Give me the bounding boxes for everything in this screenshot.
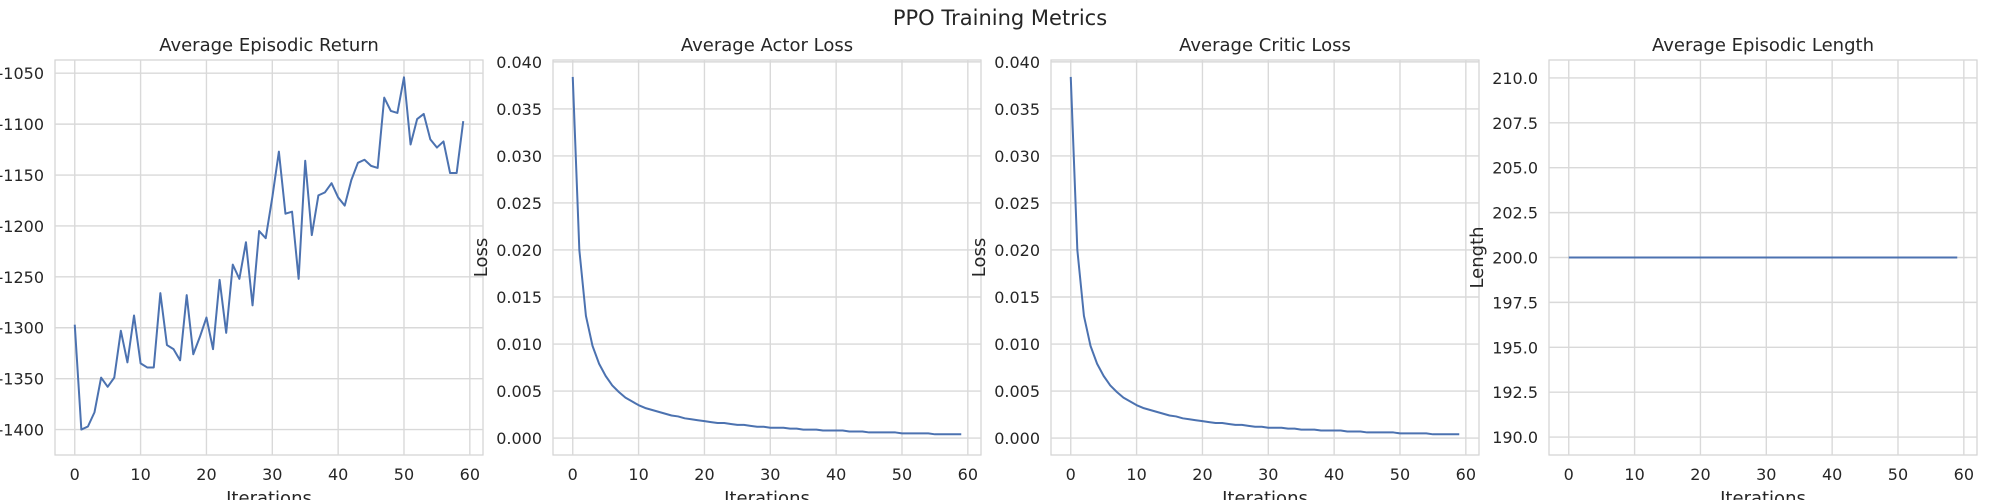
x-tick-label: 60 [1954, 465, 1974, 484]
x-tick-label: 20 [694, 465, 714, 484]
x-tick-label: 60 [1456, 465, 1476, 484]
y-tick-label: 0.020 [496, 241, 542, 260]
subplot-title: Average Episodic Return [159, 35, 379, 56]
x-tick-label: 10 [628, 465, 648, 484]
x-tick-label: 60 [460, 465, 480, 484]
y-tick-label: 0.015 [496, 288, 542, 307]
x-tick-label: 0 [1066, 465, 1076, 484]
x-tick-label: 0 [568, 465, 578, 484]
x-tick-label: 40 [1822, 465, 1842, 484]
subplot-2: 0 10 20 30 40 50 60 0.000 0.005 0.010 0.015 0.020 0.… [471, 35, 982, 500]
y-tick-label: 0.000 [994, 429, 1040, 448]
subplots: 0 10 20 30 40 50 60 -1400 -1350 -1300 -1250 -1200 -1… [0, 35, 1978, 500]
x-tick-label: 30 [1258, 465, 1278, 484]
y-tick-label: 195.0 [1492, 338, 1538, 357]
x-tick-label: 10 [1624, 465, 1644, 484]
y-tick-label: 202.5 [1492, 204, 1538, 223]
y-tick-label: -1300 [0, 319, 44, 338]
y-tick-label: -1050 [0, 64, 44, 83]
x-tick-label: 20 [196, 465, 216, 484]
y-tick-label: 0.030 [496, 147, 542, 166]
subplot-title: Average Actor Loss [681, 35, 853, 56]
figure-title: PPO Training Metrics [893, 6, 1107, 30]
y-tick-label: 0.025 [496, 194, 542, 213]
x-tick-label: 30 [1756, 465, 1776, 484]
y-tick-label: 0.040 [994, 53, 1040, 72]
plot-area [54, 59, 484, 456]
y-tick-label: 205.0 [1492, 159, 1538, 178]
x-tick-label: 0 [70, 465, 80, 484]
y-tick-label: 0.040 [496, 53, 542, 72]
y-tick-label: 0.010 [496, 335, 542, 354]
y-tick-label: -1100 [0, 115, 44, 134]
y-tick-label: 0.035 [994, 100, 1040, 119]
y-tick-label: 0.010 [994, 335, 1040, 354]
x-tick-label: 40 [328, 465, 348, 484]
y-tick-label: 0.005 [994, 382, 1040, 401]
y-tick-label: 190.0 [1492, 428, 1538, 447]
x-tick-label: 30 [262, 465, 282, 484]
y-tick-label: -1200 [0, 217, 44, 236]
x-tick-label: 20 [1690, 465, 1710, 484]
y-axis-label: Loss [471, 238, 492, 277]
y-axis-label: Length [1467, 226, 1488, 288]
x-tick-label: 30 [760, 465, 780, 484]
x-tick-label: 10 [1126, 465, 1146, 484]
y-tick-label: 0.030 [994, 147, 1040, 166]
x-tick-label: 50 [1888, 465, 1908, 484]
series-line-1 [73, 76, 465, 431]
x-tick-label: 40 [1324, 465, 1344, 484]
x-tick-label: 0 [1564, 465, 1574, 484]
y-tick-label: 0.035 [496, 100, 542, 119]
x-tick-label: 50 [1390, 465, 1410, 484]
subplot-3: 0 10 20 30 40 50 60 0.000 0.005 0.010 0.015 0.020 0.… [969, 35, 1480, 500]
series-line-1 [1069, 76, 1460, 436]
y-tick-label: 0.000 [496, 429, 542, 448]
y-tick-label: -1250 [0, 268, 44, 287]
x-axis-label: Iterations [1720, 488, 1806, 500]
x-axis-label: Iterations [226, 488, 312, 500]
y-tick-label: 0.025 [994, 194, 1040, 213]
x-tick-label: 50 [892, 465, 912, 484]
y-tick-label: -1400 [0, 421, 44, 440]
x-tick-label: 60 [958, 465, 978, 484]
subplot-4: 0 10 20 30 40 50 60 190.0 192.5 195.0 197.5 200.0 20… [1467, 35, 1978, 500]
x-axis-label: Iterations [1222, 488, 1308, 500]
x-tick-label: 10 [130, 465, 150, 484]
x-axis-label: Iterations [724, 488, 810, 500]
y-tick-label: -1150 [0, 166, 44, 185]
x-tick-label: 40 [826, 465, 846, 484]
subplot-title: Average Critic Loss [1179, 35, 1351, 56]
x-tick-label: 50 [394, 465, 414, 484]
y-tick-label: 200.0 [1492, 249, 1538, 268]
series-line-1 [571, 76, 962, 436]
y-tick-label: 0.005 [496, 382, 542, 401]
plot-area [552, 59, 982, 456]
y-axis-label: Loss [969, 238, 990, 277]
y-tick-label: 0.015 [994, 288, 1040, 307]
y-tick-label: -1350 [0, 370, 44, 389]
subplot-1: 0 10 20 30 40 50 60 -1400 -1350 -1300 -1250 -1200 -1… [0, 35, 484, 500]
y-tick-label: 192.5 [1492, 383, 1538, 402]
y-tick-label: 0.020 [994, 241, 1040, 260]
x-tick-label: 20 [1192, 465, 1212, 484]
y-tick-label: 207.5 [1492, 114, 1538, 133]
y-tick-label: 210.0 [1492, 69, 1538, 88]
y-tick-label: 197.5 [1492, 293, 1538, 312]
subplot-title: Average Episodic Length [1652, 35, 1874, 56]
plot-area [1050, 59, 1480, 456]
